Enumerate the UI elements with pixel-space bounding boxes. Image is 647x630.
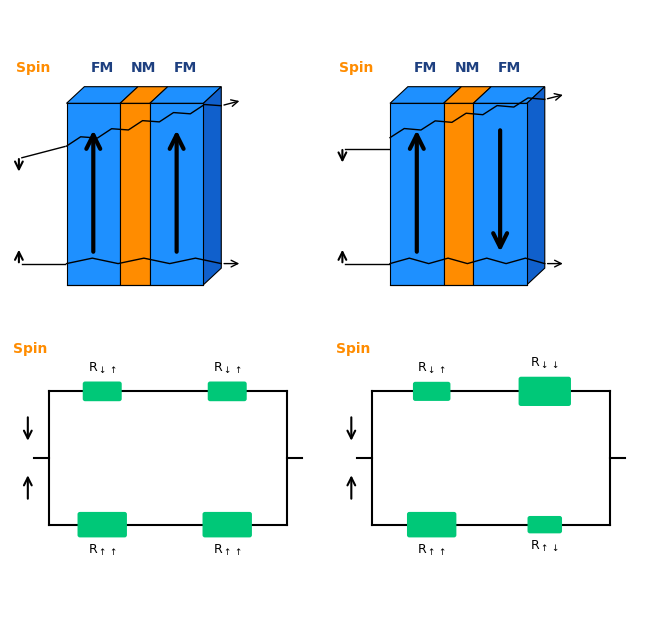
Text: Spin: Spin: [13, 342, 47, 356]
FancyBboxPatch shape: [203, 512, 252, 537]
Text: Spin: Spin: [340, 60, 374, 74]
Polygon shape: [67, 103, 120, 285]
Polygon shape: [203, 87, 221, 285]
Text: FM: FM: [91, 60, 114, 74]
FancyBboxPatch shape: [527, 516, 562, 534]
Polygon shape: [474, 87, 545, 103]
Polygon shape: [150, 87, 221, 103]
Polygon shape: [444, 87, 491, 103]
FancyBboxPatch shape: [519, 377, 571, 406]
Text: R$_{\uparrow\uparrow}$: R$_{\uparrow\uparrow}$: [213, 543, 241, 558]
Polygon shape: [120, 87, 168, 103]
FancyBboxPatch shape: [208, 382, 247, 401]
FancyBboxPatch shape: [407, 512, 456, 537]
Text: R$_{\downarrow\downarrow}$: R$_{\downarrow\downarrow}$: [531, 356, 559, 371]
Text: R$_{\uparrow\downarrow}$: R$_{\uparrow\downarrow}$: [531, 539, 559, 554]
FancyBboxPatch shape: [413, 382, 450, 401]
Polygon shape: [390, 103, 444, 285]
Text: NM: NM: [131, 60, 157, 74]
Text: R$_{\uparrow\uparrow}$: R$_{\uparrow\uparrow}$: [417, 543, 446, 558]
Polygon shape: [474, 103, 527, 285]
Polygon shape: [67, 87, 138, 103]
Text: FM: FM: [414, 60, 437, 74]
Text: Spin: Spin: [336, 342, 371, 356]
Text: FM: FM: [498, 60, 521, 74]
FancyBboxPatch shape: [78, 512, 127, 537]
Polygon shape: [444, 103, 474, 285]
FancyBboxPatch shape: [83, 382, 122, 401]
Polygon shape: [150, 103, 203, 285]
Text: Spin: Spin: [16, 60, 50, 74]
Polygon shape: [527, 87, 545, 285]
Polygon shape: [120, 103, 150, 285]
Text: R$_{\downarrow\uparrow}$: R$_{\downarrow\uparrow}$: [213, 360, 241, 375]
Text: R$_{\downarrow\uparrow}$: R$_{\downarrow\uparrow}$: [88, 360, 116, 375]
Text: NM: NM: [455, 60, 480, 74]
Text: R$_{\downarrow\uparrow}$: R$_{\downarrow\uparrow}$: [417, 361, 446, 376]
Text: R$_{\uparrow\uparrow}$: R$_{\uparrow\uparrow}$: [88, 543, 116, 558]
Polygon shape: [390, 87, 461, 103]
Text: FM: FM: [174, 60, 197, 74]
